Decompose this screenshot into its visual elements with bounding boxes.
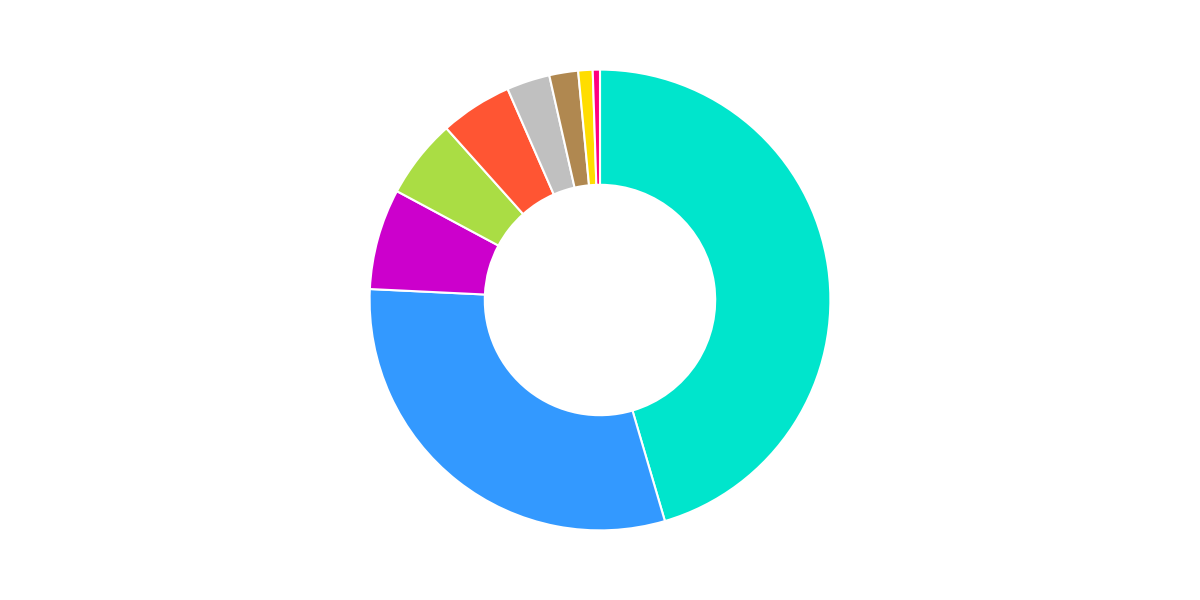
Wedge shape [370,289,665,530]
Wedge shape [370,191,498,295]
Wedge shape [397,128,523,245]
Wedge shape [446,89,554,214]
Wedge shape [508,75,575,194]
Wedge shape [600,70,830,521]
Wedge shape [593,70,600,185]
Wedge shape [578,70,596,185]
Wedge shape [550,71,589,188]
